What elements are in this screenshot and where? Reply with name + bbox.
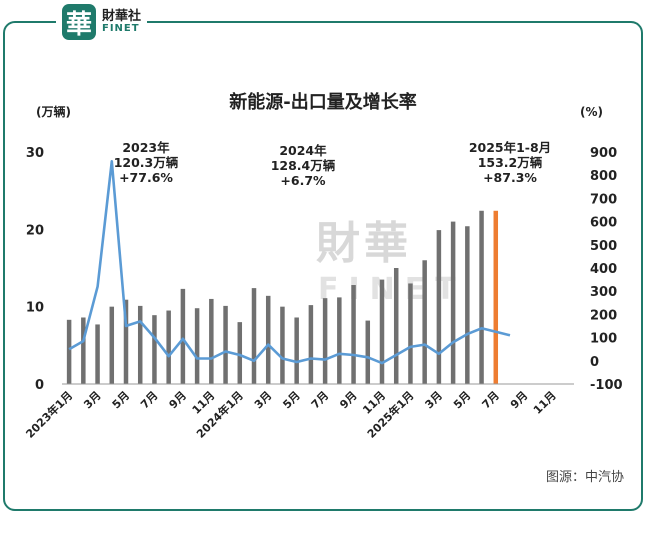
x-tick-label: 9月 (337, 389, 359, 411)
bar (81, 317, 86, 384)
annotation-line: +6.7% (280, 173, 326, 188)
x-tick-label: 5月 (110, 389, 132, 411)
bar (322, 298, 328, 384)
y-right-tick-label: 800 (590, 169, 617, 184)
y-left-tick-label: 20 (26, 223, 44, 238)
bar (379, 279, 385, 384)
x-tick-label: 5月 (451, 389, 473, 411)
y-right-tick-label: 700 (590, 192, 617, 207)
bar (237, 322, 243, 384)
bar (465, 226, 470, 384)
x-tick-label: 7月 (309, 389, 331, 411)
source-note: 图源：中汽协 (545, 470, 624, 485)
annotation-line: 128.4万辆 (271, 158, 336, 173)
bar (223, 305, 228, 384)
bar (194, 308, 200, 384)
growth-rate-line (68, 160, 511, 365)
bar (109, 306, 115, 384)
y-right-tick-label: 300 (590, 285, 617, 300)
bar (265, 295, 271, 384)
y-left-tick-label: 30 (26, 146, 44, 161)
y-right-tick-label: 500 (590, 239, 617, 254)
bar (393, 268, 399, 384)
bar (180, 288, 186, 384)
bar (479, 210, 484, 384)
annotation-line: +77.6% (119, 170, 173, 185)
bar (209, 298, 214, 384)
x-tick-label: 2023年1月 (23, 388, 76, 441)
bar (450, 221, 456, 384)
bar-highlight (493, 210, 499, 384)
bar (123, 299, 129, 384)
logo-badge: 華 (62, 4, 96, 40)
y-left-tick-label: 0 (35, 378, 44, 393)
chart-frame (3, 21, 643, 511)
x-tick-label: 3月 (252, 389, 274, 411)
y-right-tick-label: 100 (590, 332, 617, 347)
y-right-unit: (%) (580, 105, 603, 119)
bar (351, 285, 356, 384)
annotation-line: 120.3万辆 (114, 155, 179, 170)
logo-text: 財華社 FINET (102, 10, 141, 34)
finet-logo: 華 財華社 FINET (56, 2, 148, 42)
x-tick-label: 9月 (508, 389, 530, 411)
annotation-line: 2024年 (279, 143, 327, 158)
x-tick-label: 5月 (280, 389, 302, 411)
bar (408, 283, 413, 384)
bar (95, 324, 100, 384)
bar (166, 310, 171, 384)
watermark-cn: 財華 (316, 218, 412, 269)
x-tick-label: 11月 (531, 389, 559, 417)
y-right-tick-label: -100 (590, 378, 623, 393)
bar (308, 305, 314, 384)
bar (251, 288, 257, 384)
bar (422, 260, 427, 384)
annotation-line: +87.3% (483, 170, 537, 185)
bar (294, 317, 299, 384)
annotation-line: 2023年 (122, 140, 170, 155)
x-tick-label: 9月 (167, 389, 189, 411)
y-right-tick-label: 400 (590, 262, 617, 277)
x-tick-label: 7月 (480, 389, 502, 411)
logo-en: FINET (102, 22, 140, 34)
y-right-tick-label: 200 (590, 308, 617, 323)
y-right-tick-label: 0 (590, 355, 599, 370)
logo-cn: 財華社 (102, 8, 142, 24)
x-tick-label: 3月 (423, 389, 445, 411)
bar (66, 319, 72, 384)
bar (137, 305, 143, 384)
y-left-tick-label: 10 (26, 301, 44, 316)
x-tick-label: 3月 (81, 389, 103, 411)
bar (152, 315, 157, 384)
bar (365, 320, 371, 384)
y-right-tick-label: 600 (590, 216, 617, 231)
bar (337, 297, 342, 384)
bar (436, 230, 442, 384)
bar (280, 306, 285, 384)
y-left-unit: (万辆) (36, 104, 71, 119)
x-tick-label: 7月 (138, 389, 160, 411)
y-right-tick-label: 900 (590, 146, 617, 161)
annotation-line: 153.2万辆 (478, 155, 543, 170)
annotation-line: 2025年1-8月 (469, 140, 551, 155)
chart-title: 新能源-出口量及增长率 (229, 91, 416, 113)
